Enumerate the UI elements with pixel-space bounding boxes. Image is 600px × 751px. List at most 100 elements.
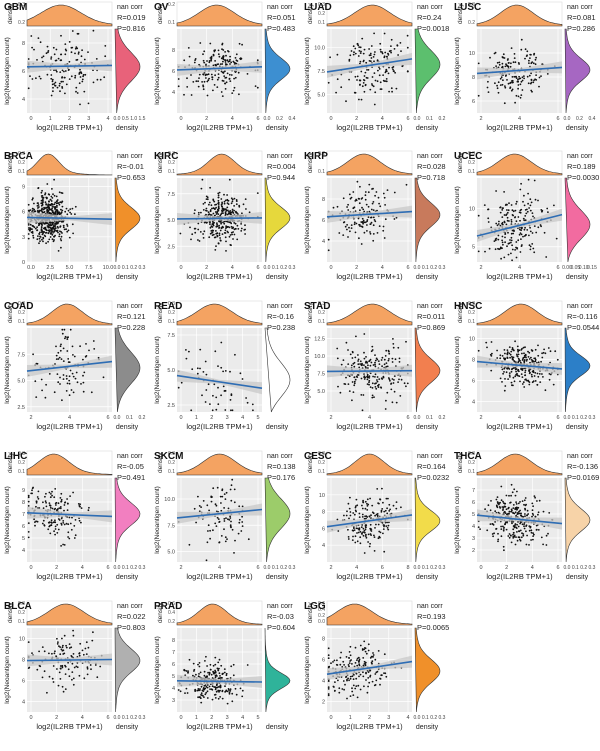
data-point [391,378,394,380]
data-point [388,358,390,360]
data-point [497,91,500,94]
data-point [48,502,51,504]
regression-line [26,512,113,518]
data-point [506,203,508,206]
data-point [372,224,375,227]
data-point [227,518,229,521]
data-point [225,225,228,228]
data-point [39,77,42,80]
data-point [503,389,506,392]
data-point [61,637,63,640]
right-density-tick: 0.3 [439,565,446,571]
data-point [377,386,380,388]
x-tick-label: 3 [87,116,90,122]
data-point [542,510,545,513]
x-axis-label: log2(IL2RB TPM+1) [336,422,403,431]
cancer-title: CESC [304,451,332,462]
data-point [500,485,503,488]
data-point [524,371,526,374]
data-point [94,664,97,666]
data-point [212,394,214,397]
data-point [352,191,355,193]
data-point [50,208,52,211]
data-point [49,236,52,238]
data-point [221,205,224,208]
data-point [392,68,394,71]
p-value: P=0.604 [267,623,295,632]
data-point [524,346,526,349]
data-point [366,69,368,71]
data-point [75,665,78,668]
data-point [363,531,366,534]
y-tick-label: 2.5 [167,403,175,409]
data-point [72,677,75,680]
data-point [375,387,378,390]
data-point [234,222,237,225]
data-point [226,690,229,693]
data-point [55,195,58,198]
data-point [208,77,211,80]
data-point [336,659,338,662]
data-point [357,55,360,57]
data-point [362,499,364,502]
data-point [27,224,30,226]
y-tick-label: 7.5 [317,69,325,75]
data-point [504,352,506,355]
data-point [523,386,526,388]
top-density-tick: 0.1 [168,319,175,325]
x-tick-label: 2 [505,565,508,571]
data-point [354,231,357,234]
data-point [52,90,54,93]
corr-label: nan corr [267,603,293,610]
data-point [372,216,375,219]
data-point [517,502,520,505]
data-point [358,528,361,531]
data-point [337,530,340,532]
data-point [55,345,57,348]
data-point [70,213,73,215]
data-point [67,209,70,212]
data-point [515,501,517,503]
data-point [28,666,31,669]
data-point [353,376,356,378]
data-point [531,370,534,373]
data-point [211,496,213,498]
data-point [208,673,211,676]
data-point [537,344,539,347]
data-point [367,364,369,367]
data-point [353,384,356,387]
data-point [221,201,224,204]
x-tick-label: 2 [479,265,482,271]
data-point [361,37,364,40]
data-point [349,54,352,57]
data-point [515,527,518,529]
data-point [230,665,233,668]
data-point [378,74,381,77]
data-point [366,378,369,381]
data-point [327,81,330,84]
top-density-tick: 0.1 [468,469,475,475]
data-point [508,242,511,245]
right-density-tick: 0.0 [264,565,271,571]
data-point [327,686,330,688]
data-point [50,94,53,97]
data-point [491,523,494,525]
data-point [521,515,523,518]
data-point [203,221,206,224]
data-point [377,196,380,199]
data-point [530,72,532,75]
y-tick-label: 6 [472,379,475,385]
data-point [524,369,527,372]
corr-label: nan corr [117,153,143,160]
data-point [364,365,367,368]
data-point [61,646,64,649]
data-point [368,545,371,548]
data-point [524,508,527,511]
top-density-tick: 0.1 [168,469,175,475]
data-point [227,209,229,212]
data-point [493,240,496,243]
data-point [241,689,244,692]
data-point [183,669,186,672]
data-point [209,663,212,666]
